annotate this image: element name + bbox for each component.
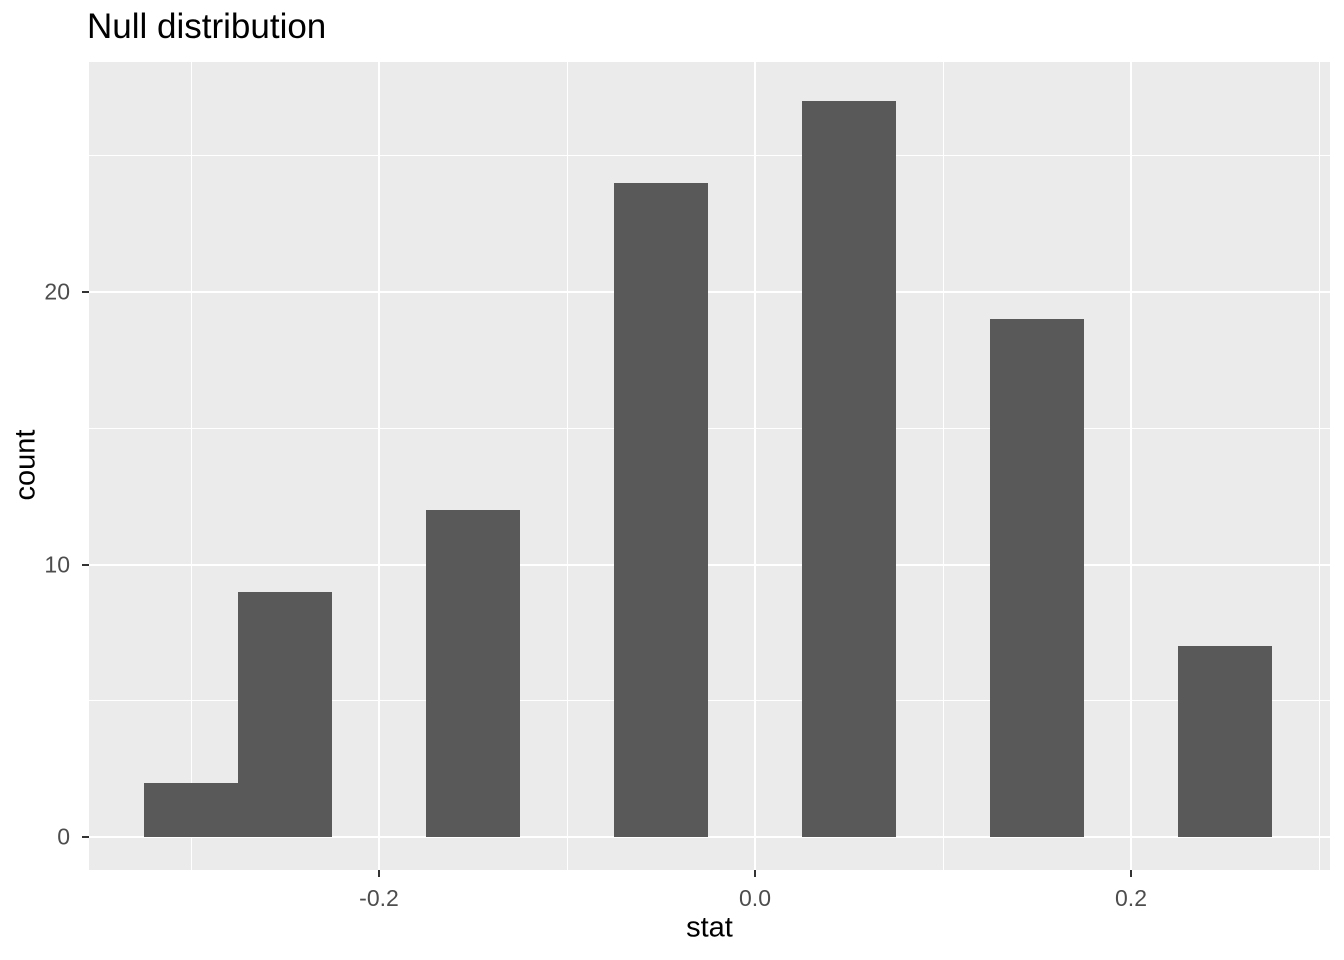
gridline-y-major	[89, 291, 1330, 293]
gridline-y-minor	[89, 427, 1330, 429]
gridline-x-minor	[566, 62, 568, 870]
gridline-x-minor	[942, 62, 944, 870]
gridline-y-major	[89, 836, 1330, 838]
gridline-y-minor	[89, 700, 1330, 702]
plot-panel	[89, 62, 1330, 870]
y-tick-mark	[82, 291, 89, 293]
y-tick-label: 20	[44, 278, 70, 305]
gridline-x-minor	[190, 62, 192, 870]
histogram-bar	[990, 319, 1084, 837]
plot-title: Null distribution	[87, 7, 327, 46]
x-tick-mark	[378, 870, 380, 877]
y-tick-mark	[82, 836, 89, 838]
y-tick-mark	[82, 563, 89, 566]
y-tick-label: 0	[57, 823, 70, 850]
x-tick-label: -0.2	[359, 885, 399, 911]
x-tick-mark	[1130, 870, 1132, 877]
histogram-bar	[802, 101, 896, 837]
histogram-bar	[144, 782, 238, 837]
x-axis-title: stat	[686, 911, 733, 944]
histogram-bar	[426, 510, 520, 837]
y-tick-label: 10	[44, 551, 70, 577]
x-tick-label: 0.2	[1115, 885, 1147, 911]
gridline-x-major	[754, 62, 756, 870]
histogram-bar	[614, 183, 708, 837]
histogram-bar	[1178, 646, 1272, 837]
gridline-x-major	[1130, 62, 1132, 870]
gridline-x-minor	[1318, 62, 1320, 870]
gridline-x-major	[378, 62, 380, 870]
gridline-y-minor	[89, 155, 1330, 157]
y-axis-title: count	[9, 429, 42, 501]
x-tick-label: 0.0	[739, 885, 771, 911]
histogram-bar	[238, 591, 332, 837]
x-tick-mark	[754, 870, 756, 877]
gridline-y-major	[89, 563, 1330, 566]
